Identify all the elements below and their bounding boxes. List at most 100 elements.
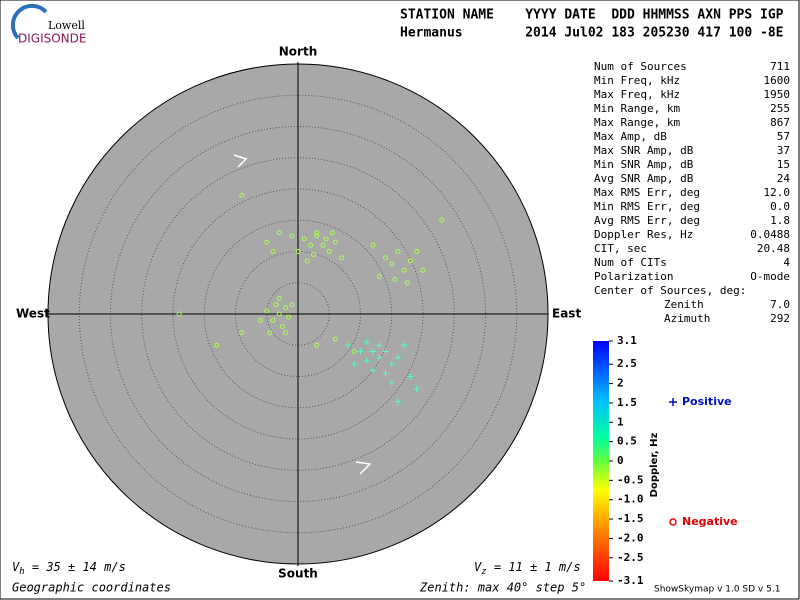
- stat-name: Min SNR Amp, dB: [594, 158, 694, 171]
- south-label: South: [278, 567, 318, 581]
- stat-name: Avg SNR Amp, dB: [594, 172, 694, 185]
- colorbar-tick-label: 2: [617, 377, 624, 390]
- source-point: [388, 379, 395, 386]
- source-point: [276, 311, 282, 317]
- stat-name: Max Freq, kHz: [594, 88, 680, 101]
- legend-label: Positive: [682, 395, 732, 408]
- source-point: [276, 295, 282, 301]
- west-label: West: [16, 307, 50, 321]
- vh: Vh = 35 ± 14 m/s: [12, 560, 126, 577]
- source-point: [414, 249, 420, 254]
- stat-value: 711: [770, 60, 790, 73]
- colorbar-tick-label: 2.5: [617, 357, 637, 370]
- stat-name: Doppler Res, Hz: [594, 228, 693, 241]
- source-point: [363, 339, 370, 346]
- stat-value: 37: [777, 144, 790, 157]
- coords: Geographic coordinates: [12, 581, 171, 595]
- source-point: [382, 370, 389, 377]
- legend-marker: [669, 398, 677, 406]
- stat-name: Max SNR Amp, dB: [594, 144, 694, 157]
- stat-value: 15: [777, 158, 790, 171]
- source-point: [370, 367, 376, 374]
- source-point: [176, 311, 182, 317]
- colorbar: [593, 341, 609, 581]
- source-point: [401, 342, 408, 349]
- stat-name: Max Amp, dB: [594, 130, 667, 143]
- stat-name: Max RMS Err, deg: [594, 186, 700, 199]
- source-point: [383, 255, 388, 261]
- east-label: East: [552, 307, 581, 321]
- source-point: [270, 317, 276, 323]
- source-point: [376, 342, 383, 349]
- colorbar-tick-label: 1.5: [617, 396, 637, 409]
- source-point: [404, 280, 410, 286]
- stat-name: Polarization: [594, 270, 673, 283]
- source-point: [283, 330, 288, 336]
- source-point: [370, 242, 376, 248]
- colorbar-label: Doppler, Hz: [649, 433, 660, 498]
- source-point: [395, 354, 401, 361]
- colorbar-tick-label: -2.0: [617, 531, 644, 544]
- stat-value: 7.0: [770, 298, 790, 311]
- stat-name: Min Range, km: [594, 102, 680, 115]
- source-point: [351, 349, 357, 354]
- source-point: [388, 361, 395, 367]
- source-point: [407, 373, 414, 380]
- colorbar-tick-label: -0.5: [617, 473, 644, 486]
- source-point: [308, 242, 313, 248]
- source-point: [286, 314, 292, 320]
- source-point: [279, 324, 285, 329]
- stat-value: 12.0: [764, 186, 791, 199]
- source-point: [323, 236, 329, 242]
- source-point: [401, 267, 407, 273]
- source-point: [370, 348, 376, 355]
- source-point: [267, 330, 273, 336]
- source-point: [304, 258, 310, 264]
- source-point: [314, 233, 320, 239]
- source-point: [329, 230, 335, 236]
- source-point: [413, 386, 420, 392]
- colorbar-tick-label: -3.1: [617, 574, 644, 587]
- stat-value: 0.0: [770, 200, 790, 213]
- source-point: [258, 317, 263, 323]
- logo-top: Lowell: [48, 19, 85, 32]
- stat-value: 867: [770, 116, 790, 129]
- vz: Vz = 11 ± 1 m/s: [474, 560, 581, 577]
- colorbar-tick-label: 0.5: [617, 435, 637, 448]
- source-point: [339, 255, 345, 261]
- stat-value: 255: [770, 102, 790, 115]
- source-point: [395, 249, 401, 254]
- stat-name: Num of CITs: [594, 256, 667, 269]
- stat-value: 1600: [764, 74, 791, 87]
- source-point: [239, 330, 245, 336]
- colorbar-tick-label: -1.5: [617, 512, 644, 525]
- source-point: [320, 242, 326, 248]
- source-point: [276, 230, 282, 236]
- header-labels: STATION NAME YYYY DATE DDD HHMMSS AXN PP…: [400, 8, 784, 23]
- stat-name: Azimuth: [664, 312, 710, 325]
- colorbar-tick-label: -1.0: [617, 493, 644, 506]
- stat-value: 292: [770, 312, 790, 325]
- stat-value: 0.0488: [750, 228, 790, 241]
- source-point: [326, 249, 332, 254]
- stat-value: 57: [777, 130, 790, 143]
- stat-value: 1.8: [770, 214, 790, 227]
- stat-name: Zenith: [664, 298, 704, 311]
- stat-name: Num of Sources: [594, 60, 687, 73]
- source-point: [314, 342, 320, 348]
- source-point: [283, 305, 288, 311]
- source-point: [264, 239, 270, 245]
- logo-name: DIGISONDE: [18, 32, 86, 46]
- source-point: [363, 357, 370, 364]
- stat-value: 24: [777, 172, 791, 185]
- legend-marker: [669, 518, 677, 526]
- source-point: [351, 361, 358, 367]
- stat-name: Min RMS Err, deg: [594, 200, 700, 213]
- logo-swoosh: [10, 3, 48, 40]
- header-values: Hermanus 2014 Jul02 183 205230 417 100 -…: [400, 26, 784, 41]
- source-point: [295, 249, 301, 254]
- source-point: [357, 348, 364, 355]
- source-point: [289, 302, 295, 308]
- source-point: [420, 267, 426, 273]
